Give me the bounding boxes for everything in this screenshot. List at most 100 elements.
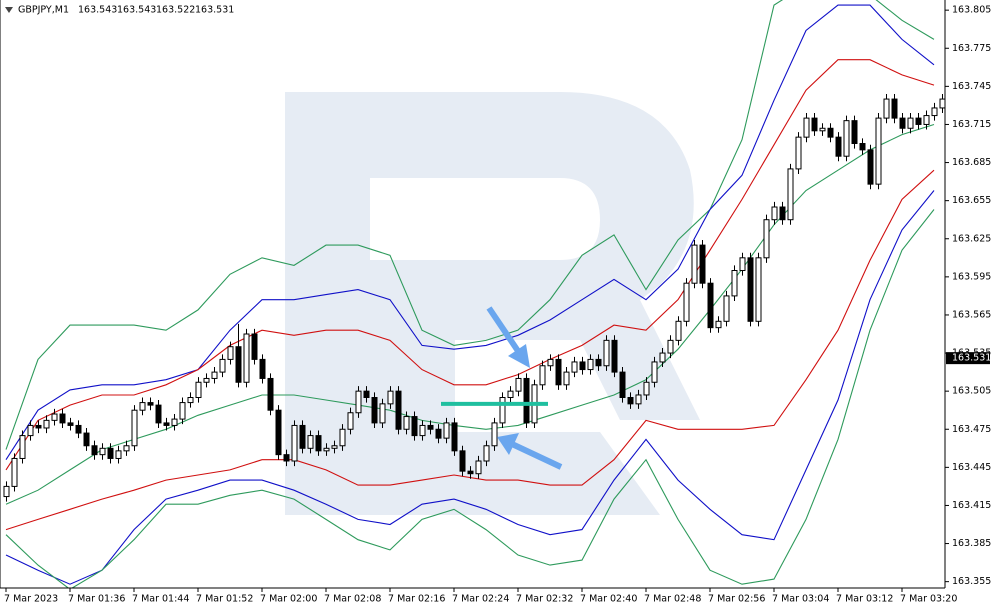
y-tick-label: 163.685 bbox=[952, 157, 991, 168]
x-tick-label: 7 Mar 03:04 bbox=[772, 594, 829, 605]
candle-body bbox=[555, 358, 562, 386]
arrow-shaft bbox=[510, 441, 563, 470]
candle-body bbox=[123, 445, 130, 452]
x-tick-label: 7 Mar 02:48 bbox=[644, 594, 701, 605]
candle-body bbox=[571, 361, 578, 373]
candle-body bbox=[251, 333, 258, 360]
candle-body bbox=[867, 149, 874, 185]
band-line bbox=[5, 209, 935, 588]
candle-body bbox=[315, 435, 322, 452]
candle-body bbox=[355, 390, 362, 414]
candle-body bbox=[203, 377, 210, 383]
x-tick-label: 7 Mar 01:44 bbox=[132, 594, 189, 605]
y-tick-label: 163.475 bbox=[952, 424, 991, 435]
candle-body bbox=[547, 358, 554, 367]
candle-body bbox=[771, 206, 778, 221]
candle-body bbox=[27, 424, 34, 437]
x-tick-label: 7 Mar 03:20 bbox=[900, 594, 957, 605]
candle-body bbox=[875, 117, 882, 185]
candle-body bbox=[803, 117, 810, 138]
candle-body bbox=[227, 346, 234, 360]
candle-body bbox=[451, 422, 458, 452]
candle-body bbox=[619, 371, 626, 399]
band-line bbox=[5, 59, 935, 471]
candle-body bbox=[155, 404, 162, 424]
candle-body bbox=[843, 120, 850, 157]
candle-body bbox=[915, 117, 922, 125]
band-line bbox=[5, 123, 935, 505]
candle-body bbox=[403, 416, 410, 430]
candle-body bbox=[395, 390, 402, 430]
header-icon bbox=[5, 7, 13, 13]
candle-body bbox=[643, 381, 650, 396]
candle-body bbox=[3, 485, 10, 498]
annotations bbox=[441, 306, 563, 470]
band-line bbox=[5, 4, 935, 460]
candle-body bbox=[811, 117, 818, 132]
candle-body bbox=[43, 419, 50, 429]
candles bbox=[3, 93, 945, 502]
candle-body bbox=[499, 397, 506, 424]
candle-body bbox=[427, 424, 434, 430]
x-tick-label: 7 Mar 01:52 bbox=[196, 594, 253, 605]
candle-body bbox=[507, 390, 514, 399]
candle-body bbox=[235, 346, 242, 383]
candle-body bbox=[723, 295, 730, 322]
candle-body bbox=[35, 424, 42, 429]
candle-body bbox=[611, 339, 618, 373]
x-tick-label: 7 Mar 02:00 bbox=[260, 594, 317, 605]
candle-body bbox=[163, 422, 170, 426]
candle-body bbox=[891, 98, 898, 119]
candle-body bbox=[515, 377, 522, 392]
candle-body bbox=[107, 447, 114, 459]
candle-body bbox=[11, 457, 18, 487]
candle-body bbox=[763, 219, 770, 259]
arrow-shaft bbox=[486, 306, 523, 356]
candle-body bbox=[283, 454, 290, 462]
candle-body bbox=[179, 402, 186, 420]
candle-body bbox=[139, 402, 146, 411]
candle-body bbox=[715, 320, 722, 329]
candle-body bbox=[59, 413, 66, 424]
candle-body bbox=[275, 409, 282, 456]
x-tick-label: 7 Mar 02:08 bbox=[324, 594, 381, 605]
candle-body bbox=[739, 257, 746, 272]
candle-body bbox=[19, 435, 26, 459]
candle-body bbox=[211, 371, 218, 379]
candle-body bbox=[363, 390, 370, 399]
candle-body bbox=[635, 394, 642, 405]
header-value: 163.531 bbox=[195, 5, 234, 16]
header-value: 163.543 bbox=[117, 5, 156, 16]
band-line bbox=[5, 190, 935, 585]
x-tick-label: 7 Mar 02:16 bbox=[388, 594, 445, 605]
arrow-head bbox=[508, 344, 530, 368]
candle-body bbox=[883, 98, 890, 119]
candle-body bbox=[419, 424, 426, 437]
candle-body bbox=[147, 402, 154, 406]
x-tick-label: 7 Mar 02:24 bbox=[452, 594, 509, 605]
band-line bbox=[5, 0, 935, 450]
y-tick-label: 163.505 bbox=[952, 386, 991, 397]
candle-body bbox=[219, 358, 226, 373]
header-value: 163.522 bbox=[156, 5, 195, 16]
candle-body bbox=[627, 397, 634, 405]
x-tick-label: 7 Mar 01:36 bbox=[68, 594, 125, 605]
candle-body bbox=[707, 282, 714, 329]
candle-body bbox=[699, 244, 706, 284]
candle-body bbox=[931, 107, 938, 117]
header-values: 163.543 163.543 163.522 163.531 bbox=[78, 5, 234, 16]
candle-body bbox=[51, 413, 58, 421]
candle-body bbox=[691, 244, 698, 284]
candle-body bbox=[195, 381, 202, 399]
x-tick-label: 7 Mar 02:40 bbox=[580, 594, 637, 605]
candle-body bbox=[299, 424, 306, 449]
candle-body bbox=[731, 270, 738, 297]
candle-body bbox=[659, 352, 666, 363]
candle-body bbox=[483, 445, 490, 462]
candle-body bbox=[835, 136, 842, 157]
candle-body bbox=[675, 320, 682, 341]
candle-body bbox=[259, 358, 266, 379]
x-tick-label: 7 Mar 03:12 bbox=[836, 594, 893, 605]
y-tick-label: 163.385 bbox=[952, 538, 991, 549]
candle-body bbox=[539, 365, 546, 386]
